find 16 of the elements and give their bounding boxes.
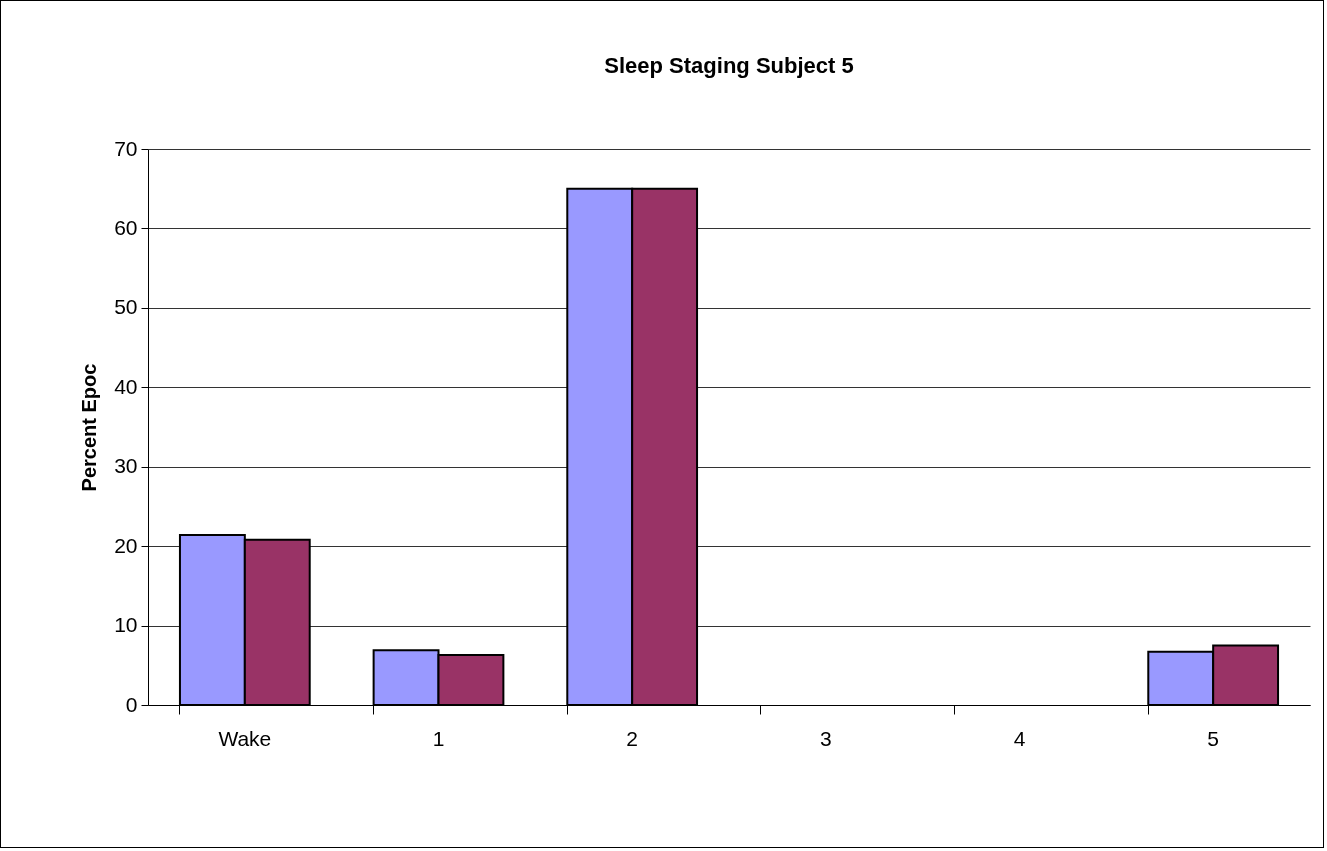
y-tick-label: 70 bbox=[114, 136, 138, 160]
y-tick-label: 0 bbox=[125, 692, 138, 716]
x-tick-label: 5 bbox=[1207, 726, 1220, 750]
y-tick-label: 60 bbox=[114, 215, 138, 239]
x-tick-label: Wake bbox=[218, 726, 272, 750]
x-tick-label: 2 bbox=[626, 726, 639, 750]
y-tick-label: 40 bbox=[114, 374, 138, 398]
y-tick-label: 50 bbox=[114, 295, 138, 319]
x-tick-label: 1 bbox=[432, 726, 445, 750]
y-tick-label: 20 bbox=[114, 533, 138, 557]
x-tick-label: 3 bbox=[819, 726, 832, 750]
y-tick-label: 10 bbox=[114, 613, 138, 637]
x-tick-label: 4 bbox=[1013, 726, 1026, 750]
y-axis-title: Percent Epoc bbox=[78, 363, 101, 492]
chart-title: Sleep Staging Subject 5 bbox=[604, 53, 854, 78]
y-tick-label: 30 bbox=[114, 454, 138, 478]
